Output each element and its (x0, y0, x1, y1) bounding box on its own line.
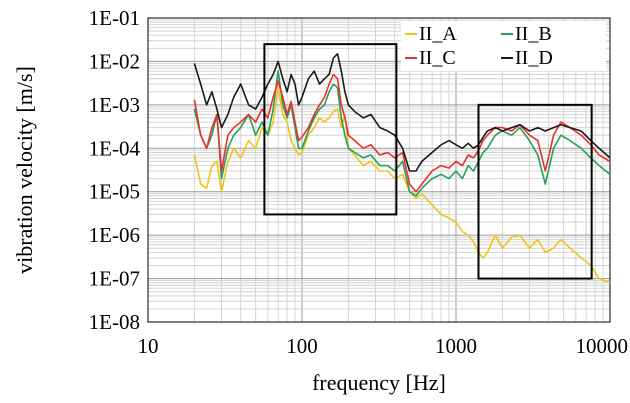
legend-label: II_A (419, 23, 457, 45)
y-tick-label: 1E-02 (89, 49, 140, 73)
legend-background (401, 21, 606, 71)
y-tick-label: 1E-04 (89, 136, 141, 160)
y-tick-label: 1E-05 (89, 180, 140, 204)
highlight-box-2 (477, 103, 593, 280)
y-axis-label: vibration velocity [m/s] (12, 66, 37, 274)
series-line-ii-a (193, 86, 611, 284)
x-axis-label: frequency [Hz] (312, 370, 446, 395)
legend-label: II_B (515, 23, 552, 45)
legend-label: II_D (515, 47, 553, 69)
legend-label: II_C (419, 47, 456, 69)
x-tick-labels: 10 100 1000 10000 (138, 334, 629, 358)
y-tick-label: 1E-01 (89, 6, 140, 30)
y-tick-label: 1E-03 (89, 93, 140, 117)
y-tick-label: 1E-08 (89, 310, 140, 334)
legend: II_A II_B II_C II_D (401, 21, 606, 71)
x-tick-label: 100 (286, 334, 318, 358)
plot-frame (147, 17, 611, 323)
series-line-ii-d (193, 52, 611, 172)
x-tick-label: 10000 (576, 334, 629, 358)
y-tick-labels: 1E-01 1E-02 1E-03 1E-04 1E-05 1E-06 1E-07 1E-08 (89, 6, 141, 334)
annotation-layer (263, 43, 593, 280)
series-line-ii-c (193, 73, 611, 193)
y-tick-label: 1E-07 (89, 267, 140, 291)
series-layer (193, 52, 611, 284)
series-line-ii-b (193, 70, 611, 197)
highlight-box-1 (263, 43, 398, 216)
x-tick-label: 10 (138, 334, 159, 358)
x-tick-label: 1000 (435, 334, 477, 358)
y-tick-label: 1E-06 (89, 223, 140, 247)
